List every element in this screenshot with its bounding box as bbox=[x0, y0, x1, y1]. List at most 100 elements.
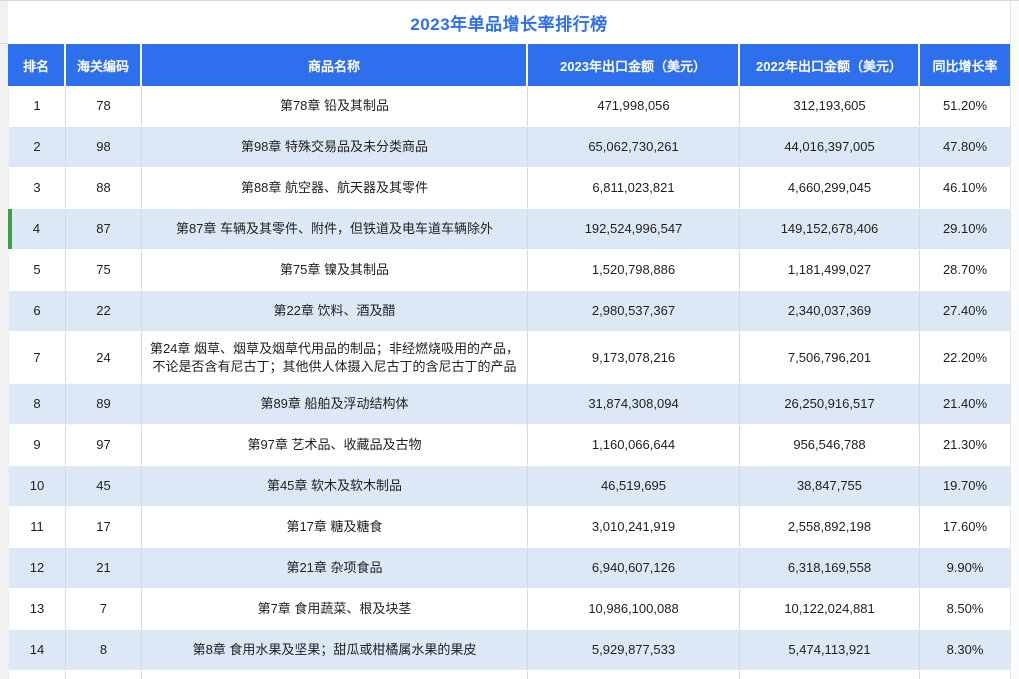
cell-name: 第7章 食用蔬菜、根及块茎 bbox=[142, 589, 528, 629]
cell-growth: 9.90% bbox=[946, 560, 984, 576]
table-row[interactable]: 6 22 第22章 饮料、酒及醋 2,980,537,367 2,340,037,369… bbox=[8, 291, 1010, 332]
cell-code: 22 bbox=[66, 291, 142, 331]
cell-amount-2022: 44,016,397,005 bbox=[740, 127, 920, 167]
cell-growth: 46.10% bbox=[942, 180, 988, 196]
cell-growth: 21.30% bbox=[942, 437, 988, 453]
table-row[interactable]: 7 24 第24章 烟草、烟草及烟草代用品的制品；非经燃烧吸用的产品，不论是否含有尼… bbox=[8, 332, 1010, 384]
cell-amount-2022: 7,506,796,201 bbox=[740, 332, 920, 383]
cell-rank: 4 bbox=[8, 209, 66, 249]
cell-amount-2022: 4,660,299,045 bbox=[740, 168, 920, 208]
cell-amount-2023: 6,811,023,821 bbox=[528, 168, 740, 208]
cell-amount-2022: 2,340,037,369 bbox=[740, 291, 920, 331]
selected-row-marker bbox=[8, 209, 12, 249]
cell-name: 第88章 航空器、航天器及其零件 bbox=[142, 168, 528, 208]
cell-rank: 8 bbox=[8, 384, 66, 424]
cell-rank: 9 bbox=[8, 425, 66, 465]
cell-code: 8 bbox=[66, 630, 142, 670]
cell-amount-2022: 2,558,892,198 bbox=[740, 507, 920, 547]
cell-amount-2022: 149,152,678,406 bbox=[740, 209, 920, 249]
gutter-gridline bbox=[0, 43, 8, 44]
cell-name: 第24章 烟草、烟草及烟草代用品的制品；非经燃烧吸用的产品，不论是否含有尼古丁；… bbox=[142, 332, 528, 383]
table-row[interactable]: 10 45 第45章 软木及软木制品 46,519,695 38,847,755 19.7… bbox=[8, 466, 1010, 507]
cell-rank: 2 bbox=[8, 127, 66, 167]
cell-a2022 bbox=[740, 671, 920, 679]
table-row[interactable]: 14 8 第8章 食用水果及坚果；甜瓜或柑橘属水果的果皮 5,929,877,533 5… bbox=[8, 630, 1010, 671]
partial-next-row bbox=[8, 671, 1010, 679]
table-body: 1 78 第78章 铅及其制品 471,998,056 312,193,605 51.20… bbox=[8, 86, 1010, 671]
cell-code: 21 bbox=[66, 548, 142, 588]
table-row[interactable]: 8 89 第89章 船舶及浮动结构体 31,874,308,094 26,250,916… bbox=[8, 384, 1010, 425]
cell-code: 98 bbox=[66, 127, 142, 167]
cell-code: 7 bbox=[66, 589, 142, 629]
cell-growth bbox=[920, 671, 1010, 679]
cell-rank: 10 bbox=[8, 466, 66, 506]
cell-amount-2023: 6,940,607,126 bbox=[528, 548, 740, 588]
cell-code: 87 bbox=[66, 209, 142, 249]
cell-amount-2023: 1,160,066,644 bbox=[528, 425, 740, 465]
cell-amount-2023: 192,524,996,547 bbox=[528, 209, 740, 249]
cell-rank: 1 bbox=[8, 86, 66, 126]
table-row[interactable]: 12 21 第21章 杂项食品 6,940,607,126 6,318,169,558 9… bbox=[8, 548, 1010, 589]
cell-code: 17 bbox=[66, 507, 142, 547]
cell-code: 88 bbox=[66, 168, 142, 208]
cell-rank bbox=[8, 671, 66, 679]
cell-name: 第97章 艺术品、收藏品及古物 bbox=[142, 425, 528, 465]
header-rank: 排名 bbox=[8, 44, 66, 86]
header-export-2023: 2023年出口金额（美元） bbox=[528, 44, 740, 86]
cell-growth: 51.20% bbox=[942, 98, 988, 114]
table-row[interactable]: 5 75 第75章 镍及其制品 1,520,798,886 1,181,499,027 2… bbox=[8, 250, 1010, 291]
cell-name: 第21章 杂项食品 bbox=[142, 548, 528, 588]
table-row[interactable]: 3 88 第88章 航空器、航天器及其零件 6,811,023,821 4,660,29… bbox=[8, 168, 1010, 209]
page-title: 2023年单品增长率排行榜 bbox=[410, 15, 608, 34]
table-row[interactable]: 11 17 第17章 糖及糖食 3,010,241,919 2,558,892,198 1… bbox=[8, 507, 1010, 548]
header-product-name: 商品名称 bbox=[142, 44, 528, 86]
cell-rank: 6 bbox=[8, 291, 66, 331]
cell-name: 第89章 船舶及浮动结构体 bbox=[142, 384, 528, 424]
cell-growth: 17.60% bbox=[942, 519, 988, 535]
cell-amount-2022: 5,474,113,921 bbox=[740, 630, 920, 670]
cell-amount-2023: 471,998,056 bbox=[528, 86, 740, 126]
cell-code: 89 bbox=[66, 384, 142, 424]
cell-amount-2023: 46,519,695 bbox=[528, 466, 740, 506]
cell-a2023 bbox=[528, 671, 740, 679]
cell-name: 第78章 铅及其制品 bbox=[142, 86, 528, 126]
cell-amount-2023: 5,929,877,533 bbox=[528, 630, 740, 670]
cell-amount-2023: 10,986,100,088 bbox=[528, 589, 740, 629]
cell-name: 第17章 糖及糖食 bbox=[142, 507, 528, 547]
table-row[interactable]: 9 97 第97章 艺术品、收藏品及古物 1,160,066,644 956,546,7… bbox=[8, 425, 1010, 466]
cell-growth: 8.30% bbox=[946, 642, 984, 658]
cell-name: 第45章 软木及软木制品 bbox=[142, 466, 528, 506]
table-row[interactable]: 2 98 第98章 特殊交易品及未分类商品 65,062,730,261 44,016,… bbox=[8, 127, 1010, 168]
cell-growth: 21.40% bbox=[942, 396, 988, 412]
ranking-table: 2023年单品增长率排行榜 排名 海关编码 商品名称 2023年出口金额（美元）… bbox=[8, 1, 1010, 679]
cell-rank: 11 bbox=[8, 507, 66, 547]
cell-rank: 13 bbox=[8, 589, 66, 629]
cell-rank: 14 bbox=[8, 630, 66, 670]
table-row[interactable]: 4 87 第87章 车辆及其零件、附件，但铁道及电车道车辆除外 192,524,996… bbox=[8, 209, 1010, 250]
cell-amount-2022: 956,546,788 bbox=[740, 425, 920, 465]
cell-growth: 8.50% bbox=[946, 601, 984, 617]
cell-rank: 12 bbox=[8, 548, 66, 588]
cell-code: 45 bbox=[66, 466, 142, 506]
title-bar: 2023年单品增长率排行榜 bbox=[8, 1, 1010, 44]
cell-name: 第75章 镍及其制品 bbox=[142, 250, 528, 290]
table-header-row: 排名 海关编码 商品名称 2023年出口金额（美元） 2022年出口金额（美元）… bbox=[8, 44, 1010, 86]
table-row[interactable]: 1 78 第78章 铅及其制品 471,998,056 312,193,605 51.20… bbox=[8, 86, 1010, 127]
right-gutter bbox=[1010, 1, 1019, 679]
cell-code bbox=[66, 671, 142, 679]
cell-amount-2022: 38,847,755 bbox=[740, 466, 920, 506]
header-hs-code: 海关编码 bbox=[66, 44, 142, 86]
cell-amount-2023: 65,062,730,261 bbox=[528, 127, 740, 167]
cell-name: 第8章 食用水果及坚果；甜瓜或柑橘属水果的果皮 bbox=[142, 630, 528, 670]
cell-amount-2023: 1,520,798,886 bbox=[528, 250, 740, 290]
cell-growth: 19.70% bbox=[942, 478, 988, 494]
table-row[interactable]: 13 7 第7章 食用蔬菜、根及块茎 10,986,100,088 10,122,024… bbox=[8, 589, 1010, 630]
cell-rank: 5 bbox=[8, 250, 66, 290]
header-yoy-growth: 同比增长率 bbox=[932, 58, 998, 74]
cell-amount-2022: 312,193,605 bbox=[740, 86, 920, 126]
cell-growth: 28.70% bbox=[942, 262, 988, 278]
cell-amount-2023: 2,980,537,367 bbox=[528, 291, 740, 331]
cell-code: 24 bbox=[66, 332, 142, 383]
cell-amount-2023: 31,874,308,094 bbox=[528, 384, 740, 424]
